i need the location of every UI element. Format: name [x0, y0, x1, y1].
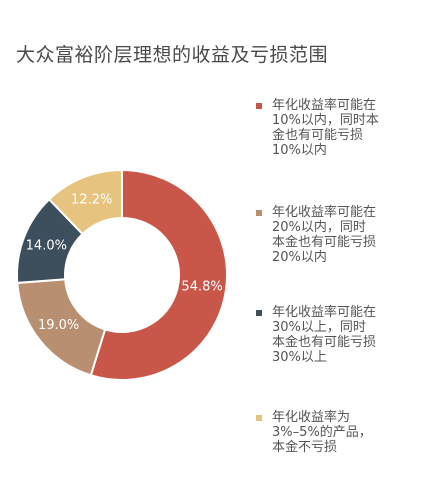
legend-swatch [256, 210, 262, 216]
legend-label: 年化收益率可能在 20%以内，同时 本金也有可能亏损 20%以内 [272, 205, 377, 265]
legend-label: 年化收益率可能在 10%以内，同时本 金也有可能亏损 10%以内 [272, 98, 379, 158]
legend-label: 年化收益率为 3%–5%的产品， 本金不亏损 [272, 410, 372, 455]
legend-swatch [256, 415, 262, 421]
legend-swatch [256, 310, 262, 316]
donut-slice [89, 168, 228, 381]
legend-swatch [256, 103, 262, 109]
chart-title: 大众富裕阶层理想的收益及亏损范围 [16, 44, 329, 66]
donut-slice [47, 168, 123, 236]
slice-value-label: 54.8% [181, 280, 222, 295]
legend-label: 年化收益率可能在 30%以上，同时 本金也有可能亏损 30%以上 [272, 305, 377, 365]
slice-value-label: 19.0% [38, 318, 79, 333]
slice-value-label: 14.0% [26, 239, 67, 254]
donut-chart: 54.8% 19.0% 14.0% 12.2% [16, 168, 228, 381]
slice-value-label: 12.2% [71, 192, 112, 207]
